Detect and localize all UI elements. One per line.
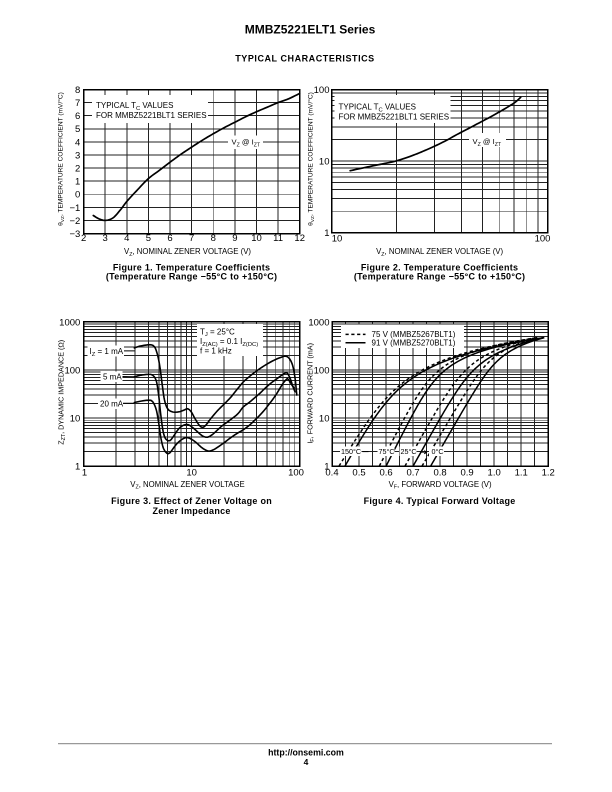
svg-text:11: 11: [273, 233, 283, 244]
svg-text:ZZT, DYNAMIC IMPEDANCE (Ω): ZZT, DYNAMIC IMPEDANCE (Ω): [57, 340, 68, 445]
svg-text:IF, FORWARD CURRENT (mA): IF, FORWARD CURRENT (mA): [306, 343, 317, 444]
svg-text:0.8: 0.8: [433, 467, 446, 478]
svg-text:20 mA: 20 mA: [100, 399, 124, 408]
svg-text:1000: 1000: [59, 317, 80, 328]
svg-text:1: 1: [75, 462, 80, 473]
svg-text:2: 2: [81, 233, 86, 244]
svg-text:2: 2: [75, 163, 80, 174]
svg-text:θVZ, TEMPERATURE COEFFICIENT (: θVZ, TEMPERATURE COEFFICIENT (mV/°C): [307, 92, 317, 226]
svg-text:1: 1: [324, 462, 329, 473]
svg-text:Zener Impedance: Zener Impedance: [152, 506, 230, 516]
svg-text:Figure 4. Typical Forward Volt: Figure 4. Typical Forward Voltage: [364, 496, 516, 506]
svg-text:1000: 1000: [308, 317, 329, 328]
svg-text:TJ = 25°C: TJ = 25°C: [200, 327, 235, 338]
svg-text:6: 6: [167, 233, 172, 244]
svg-text:−2: −2: [69, 216, 80, 227]
svg-text:5: 5: [146, 233, 151, 244]
svg-text:10: 10: [319, 413, 330, 424]
svg-text:0.7: 0.7: [406, 467, 419, 478]
svg-text:−1: −1: [69, 203, 80, 214]
svg-text:f = 1 kHz: f = 1 kHz: [200, 347, 232, 356]
svg-text:10: 10: [251, 233, 262, 244]
svg-text:100: 100: [535, 234, 551, 245]
svg-text:7: 7: [75, 98, 80, 109]
svg-text:TYPICAL TC VALUES: TYPICAL TC VALUES: [339, 103, 416, 114]
svg-text:1: 1: [75, 177, 80, 188]
svg-text:3: 3: [75, 150, 80, 161]
svg-text:6: 6: [75, 111, 80, 122]
svg-text:θVZ, TEMPERATURE COEFFICIENT (: θVZ, TEMPERATURE COEFFICIENT (mV/°C): [57, 92, 67, 226]
svg-text:1: 1: [82, 467, 87, 478]
svg-text:FOR MMBZ5221BLT1 SERIES: FOR MMBZ5221BLT1 SERIES: [339, 113, 450, 122]
svg-text:1.1: 1.1: [515, 467, 528, 478]
svg-text:http://onsemi.com: http://onsemi.com: [268, 747, 344, 757]
svg-text:(Temperature Range −55°C to +1: (Temperature Range −55°C to +150°C): [354, 272, 525, 282]
svg-text:VZ, NOMINAL ZENER VOLTAGE (V): VZ, NOMINAL ZENER VOLTAGE (V): [124, 247, 251, 258]
svg-text:8: 8: [211, 233, 216, 244]
svg-text:0°C: 0°C: [432, 447, 444, 456]
svg-text:FOR MMBZ5221BLT1 SERIES: FOR MMBZ5221BLT1 SERIES: [96, 111, 207, 120]
svg-text:Figure 3. Effect of Zener Volt: Figure 3. Effect of Zener Voltage on: [111, 496, 272, 506]
svg-text:4: 4: [124, 233, 129, 244]
svg-text:VF, FORWARD VOLTAGE (V): VF, FORWARD VOLTAGE (V): [389, 480, 492, 491]
svg-text:75 V (MMBZ5267BLT1): 75 V (MMBZ5267BLT1): [372, 330, 456, 339]
svg-text:12: 12: [294, 233, 305, 244]
svg-text:0.5: 0.5: [352, 467, 365, 478]
svg-text:100: 100: [64, 365, 80, 376]
svg-text:TYPICAL TC VALUES: TYPICAL TC VALUES: [96, 101, 173, 112]
svg-text:100: 100: [288, 467, 304, 478]
svg-text:0.9: 0.9: [461, 467, 474, 478]
svg-text:(Temperature Range −55°C to +1: (Temperature Range −55°C to +150°C): [106, 272, 277, 282]
svg-text:Figure 1. Temperature Coeffici: Figure 1. Temperature Coefficients: [113, 262, 270, 272]
svg-text:3: 3: [103, 233, 108, 244]
svg-text:100: 100: [314, 85, 330, 96]
svg-text:−3: −3: [69, 229, 80, 240]
svg-text:Figure 2. Temperature Coeffici: Figure 2. Temperature Coefficients: [361, 262, 518, 272]
svg-text:VZ @ IZT: VZ @ IZT: [473, 137, 502, 148]
svg-text:0.6: 0.6: [379, 467, 392, 478]
svg-text:VZ, NOMINAL ZENER VOLTAGE (V): VZ, NOMINAL ZENER VOLTAGE (V): [376, 247, 503, 258]
svg-text:1.0: 1.0: [488, 467, 501, 478]
svg-text:10: 10: [70, 413, 81, 424]
svg-text:100: 100: [314, 365, 330, 376]
svg-text:25°C: 25°C: [401, 447, 417, 456]
svg-text:9: 9: [232, 233, 237, 244]
svg-text:0.4: 0.4: [325, 467, 338, 478]
svg-text:VZ, NOMINAL ZENER VOLTAGE: VZ, NOMINAL ZENER VOLTAGE: [130, 480, 244, 491]
svg-text:8: 8: [75, 85, 80, 96]
svg-text:TYPICAL CHARACTERISTICS: TYPICAL CHARACTERISTICS: [235, 54, 375, 64]
svg-text:5: 5: [75, 124, 80, 135]
svg-text:7: 7: [189, 233, 194, 244]
svg-text:150°C: 150°C: [341, 447, 361, 456]
svg-text:IZ = 1 mA: IZ = 1 mA: [90, 347, 124, 358]
svg-text:1.2: 1.2: [542, 467, 555, 478]
svg-text:4: 4: [75, 137, 80, 148]
svg-text:4: 4: [304, 757, 309, 767]
svg-text:5 mA: 5 mA: [103, 373, 122, 382]
svg-text:1: 1: [324, 228, 329, 239]
svg-text:0: 0: [75, 190, 80, 201]
svg-text:IZ(AC) = 0.1 IZ(DC): IZ(AC) = 0.1 IZ(DC): [200, 337, 258, 348]
svg-text:10: 10: [186, 467, 197, 478]
svg-text:10: 10: [332, 234, 343, 245]
svg-text:91 V (MMBZ5270BLT1): 91 V (MMBZ5270BLT1): [372, 339, 456, 348]
svg-text:10: 10: [319, 157, 330, 168]
svg-text:VZ @ IZT: VZ @ IZT: [232, 137, 261, 148]
svg-text:MMBZ5221ELT1 Series: MMBZ5221ELT1 Series: [245, 23, 376, 37]
svg-text:75°C: 75°C: [379, 447, 395, 456]
